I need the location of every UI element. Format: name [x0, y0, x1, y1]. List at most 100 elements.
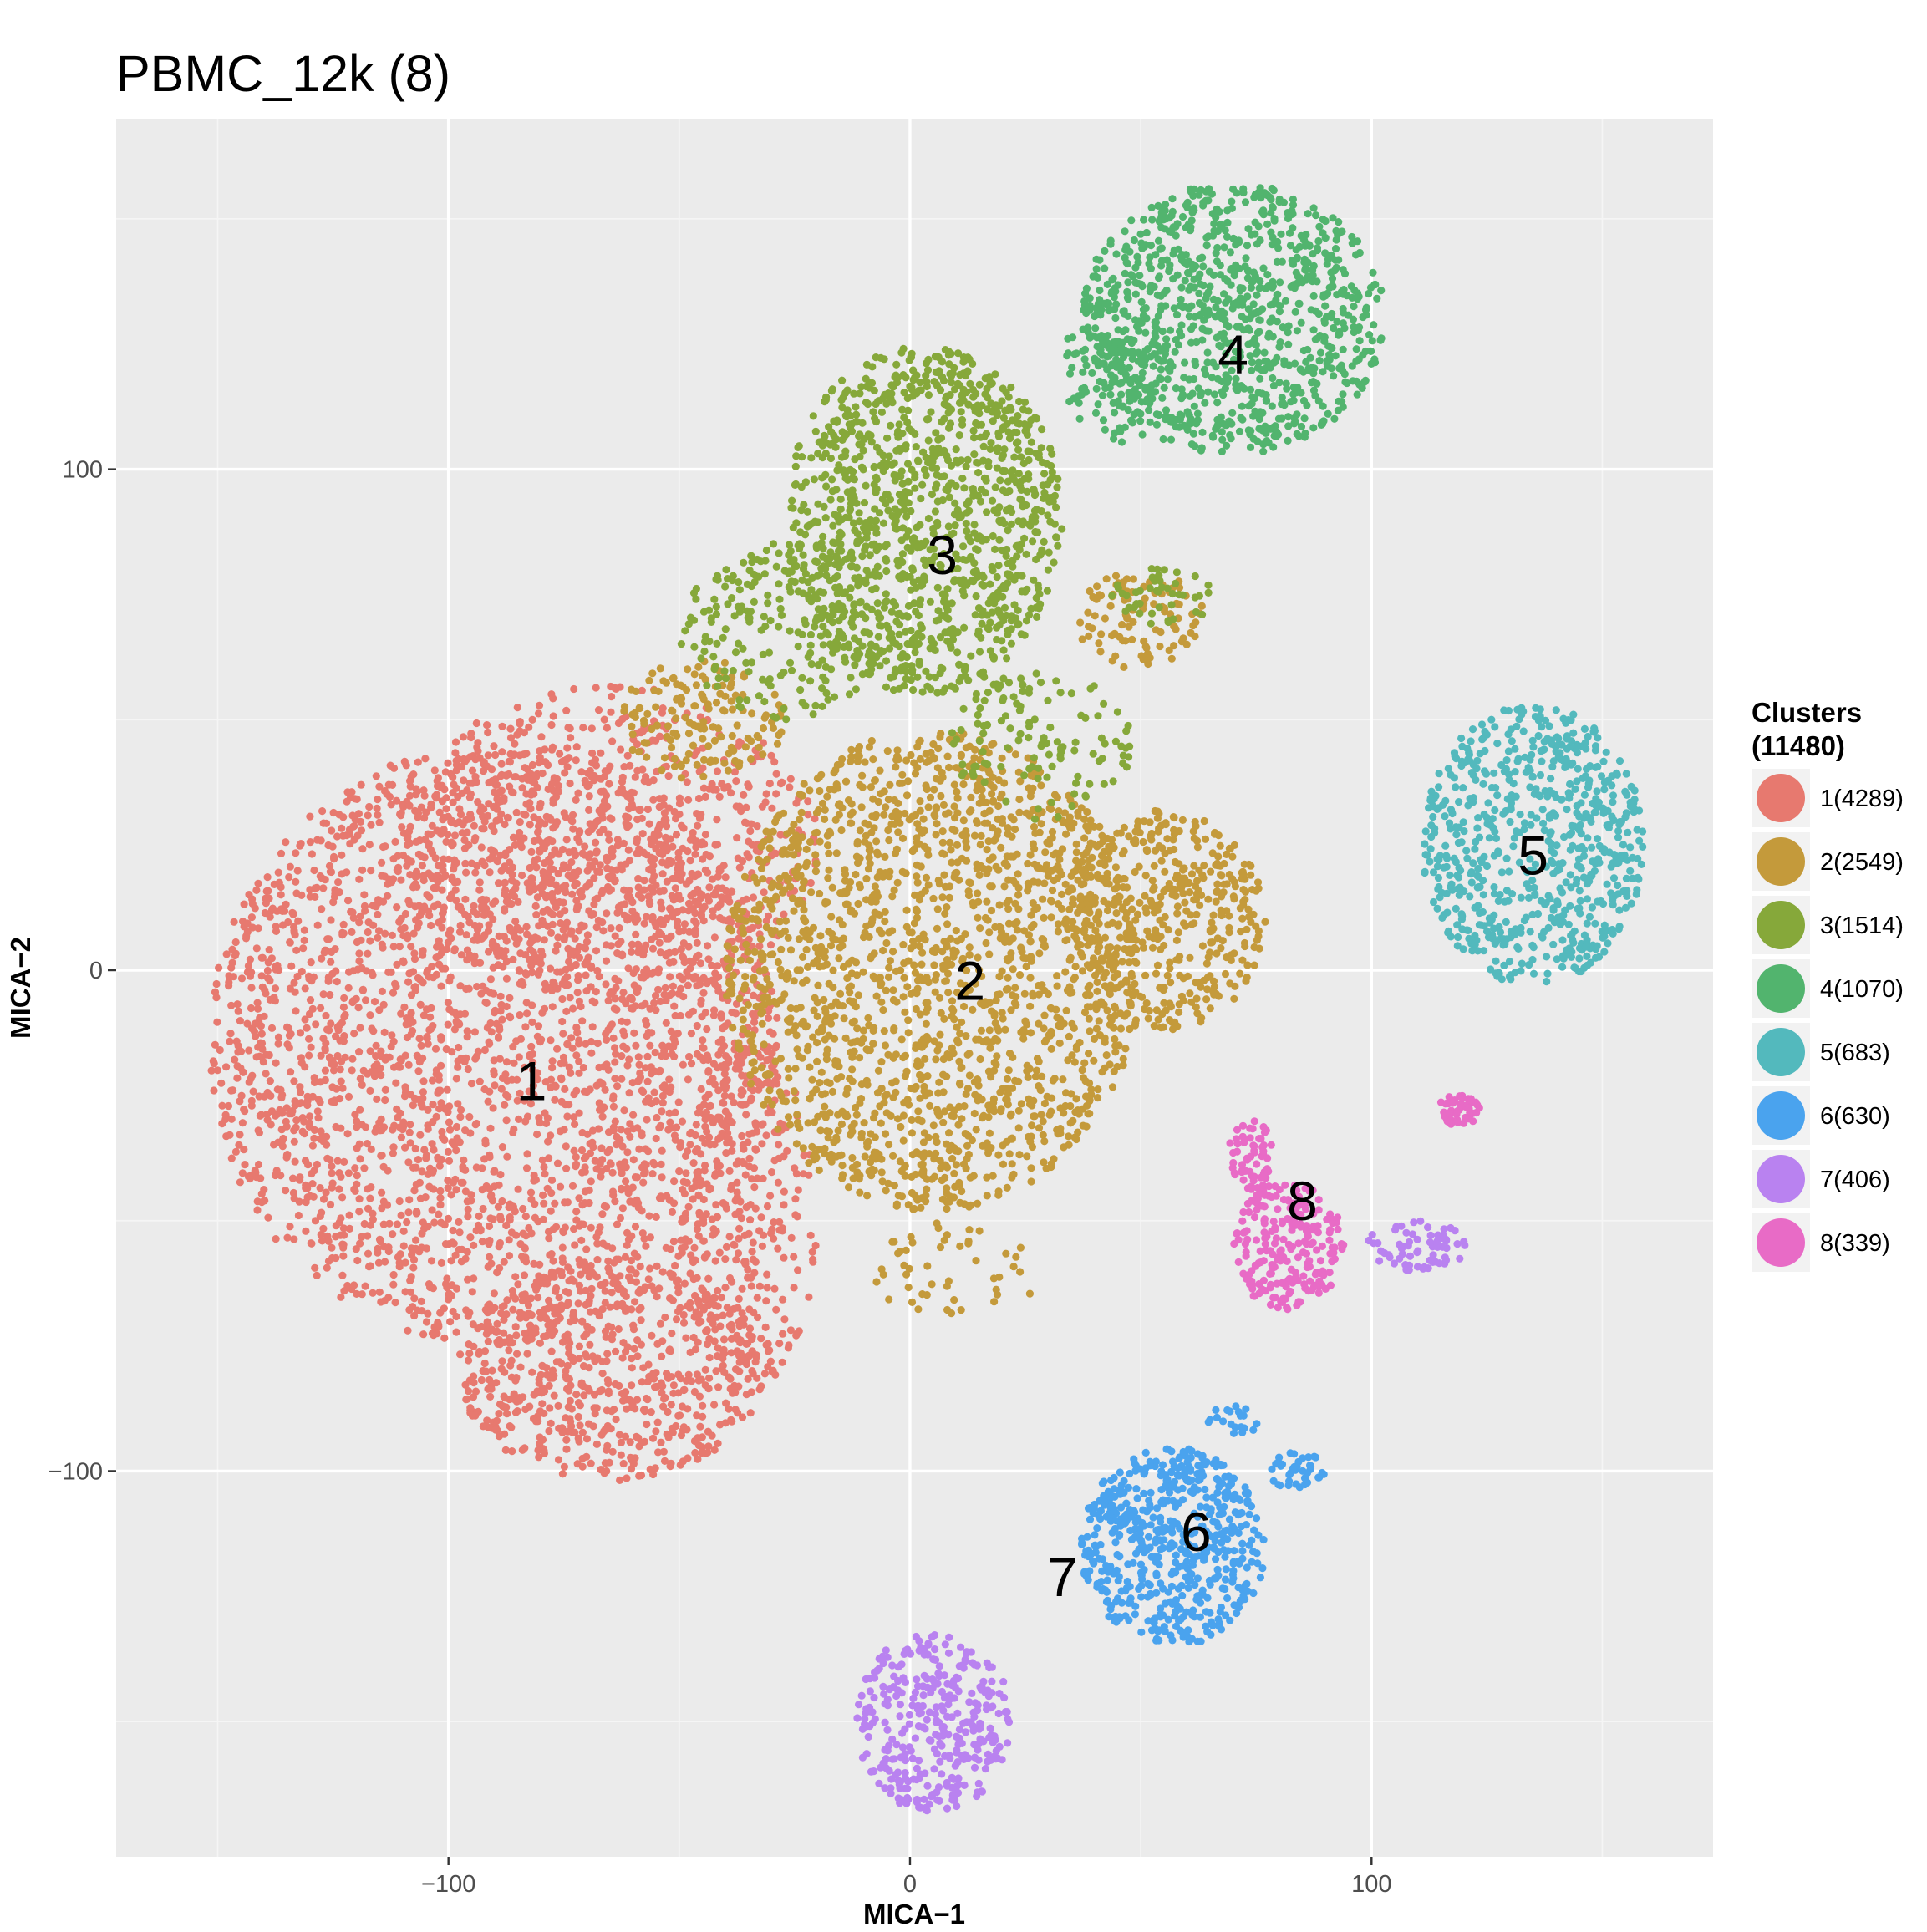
data-point [1015, 1151, 1024, 1159]
data-point [393, 960, 401, 969]
data-point [933, 1138, 941, 1146]
data-point [930, 786, 938, 794]
data-point [268, 904, 277, 913]
data-point [405, 827, 414, 836]
data-point [450, 831, 460, 840]
data-point [569, 825, 577, 833]
data-point [566, 994, 574, 1002]
data-point [779, 1330, 787, 1338]
data-point [229, 973, 237, 981]
data-point [323, 1263, 331, 1272]
data-point [1026, 974, 1035, 982]
data-point [216, 1045, 224, 1055]
data-point [607, 708, 615, 716]
data-point [633, 1253, 642, 1261]
data-point [759, 1120, 767, 1128]
data-point [397, 876, 405, 884]
data-point [744, 1265, 752, 1274]
data-point [317, 1230, 325, 1239]
data-point [471, 755, 480, 764]
data-point [541, 985, 550, 994]
data-point [514, 1185, 522, 1193]
data-point [599, 787, 608, 796]
data-point [617, 1126, 625, 1134]
data-point [465, 815, 474, 823]
data-point [547, 1331, 557, 1340]
data-point [818, 799, 827, 808]
data-point [748, 1175, 756, 1183]
data-point [902, 791, 912, 800]
data-point [571, 1120, 579, 1128]
data-point [506, 994, 514, 1002]
data-point [444, 1214, 453, 1223]
data-point [653, 1113, 661, 1122]
data-point [351, 1187, 359, 1195]
data-point [305, 1009, 313, 1019]
data-point [346, 840, 354, 848]
data-point [247, 1004, 256, 1013]
data-point [397, 1211, 405, 1219]
data-point [802, 945, 811, 954]
data-point [623, 1148, 632, 1157]
data-point [609, 1279, 618, 1288]
data-point [544, 1137, 552, 1146]
data-point [424, 1106, 432, 1114]
data-point [574, 1299, 582, 1308]
data-point [424, 1040, 432, 1048]
data-point [333, 1085, 341, 1093]
data-point [432, 953, 440, 962]
data-point [526, 955, 534, 964]
data-point [511, 1208, 519, 1216]
data-point [755, 1385, 764, 1394]
data-point [908, 1129, 916, 1137]
data-point [335, 888, 343, 897]
data-point [468, 1288, 476, 1296]
data-point [590, 1404, 598, 1412]
data-point [546, 1251, 554, 1259]
data-point [344, 897, 353, 905]
data-point [826, 786, 834, 794]
data-point [373, 1095, 381, 1103]
data-point [518, 871, 526, 880]
data-point [665, 804, 674, 812]
data-point [440, 872, 449, 881]
data-point [597, 1167, 606, 1176]
data-point [464, 1027, 472, 1036]
data-point [716, 1133, 725, 1141]
data-point [593, 1039, 602, 1048]
data-point [550, 1391, 558, 1400]
data-point [577, 921, 586, 929]
data-point [594, 1125, 603, 1133]
data-point [638, 830, 647, 838]
data-point [369, 1209, 377, 1218]
data-point [603, 1467, 611, 1476]
data-point [274, 1138, 282, 1146]
data-point [952, 927, 960, 935]
data-point [516, 949, 525, 958]
data-point [631, 773, 639, 781]
data-point [747, 1282, 755, 1290]
data-point [655, 928, 664, 937]
data-point [560, 1059, 568, 1067]
data-point [313, 921, 322, 929]
data-point [685, 1304, 694, 1312]
data-point [310, 1134, 318, 1142]
data-point [650, 999, 658, 1007]
data-point [694, 1232, 703, 1240]
data-point [669, 982, 678, 990]
data-point [609, 1102, 618, 1111]
data-point [555, 1424, 563, 1432]
data-point [436, 1309, 445, 1317]
data-point [414, 919, 423, 928]
data-point [748, 841, 756, 849]
data-point [545, 1154, 553, 1162]
data-point [628, 1232, 636, 1240]
data-point [708, 875, 717, 883]
data-point [272, 923, 280, 931]
data-point [719, 1024, 727, 1033]
data-point [506, 1012, 514, 1020]
data-point [705, 1354, 714, 1362]
data-point [575, 1069, 583, 1077]
data-point [392, 1079, 400, 1087]
data-point [588, 997, 597, 1005]
